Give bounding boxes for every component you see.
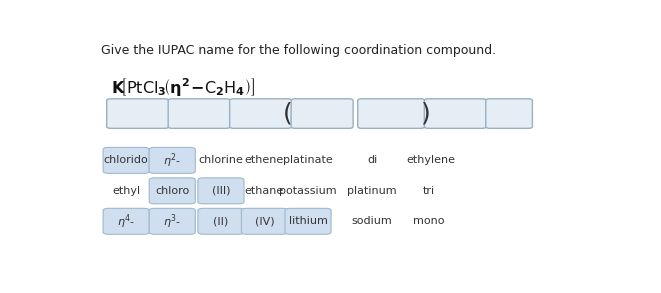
Text: $\mathbf{K\!\left[\mathrm{PtCl}_3\!\left(\eta^2\!-\!\mathrm{C}_2\mathrm{H}_4\rig: $\mathbf{K\!\left[\mathrm{PtCl}_3\!\left… <box>111 76 255 98</box>
Text: $\eta^4$-: $\eta^4$- <box>117 212 136 231</box>
Text: platinate: platinate <box>283 155 333 165</box>
Text: ethyl: ethyl <box>112 186 140 196</box>
FancyBboxPatch shape <box>424 99 486 128</box>
FancyBboxPatch shape <box>241 208 288 234</box>
Text: di: di <box>367 155 377 165</box>
Text: (: ( <box>283 101 293 125</box>
Text: (III): (III) <box>212 186 230 196</box>
Text: lithium: lithium <box>289 216 327 226</box>
Text: chloro: chloro <box>155 186 190 196</box>
Text: ethane: ethane <box>245 186 284 196</box>
Text: ): ) <box>420 101 430 125</box>
FancyBboxPatch shape <box>149 178 196 204</box>
FancyBboxPatch shape <box>103 147 149 173</box>
Text: chlorine: chlorine <box>198 155 243 165</box>
Text: ethylene: ethylene <box>407 155 455 165</box>
FancyBboxPatch shape <box>229 99 292 128</box>
FancyBboxPatch shape <box>291 99 353 128</box>
FancyBboxPatch shape <box>106 99 169 128</box>
FancyBboxPatch shape <box>168 99 230 128</box>
Text: Give the IUPAC name for the following coordination compound.: Give the IUPAC name for the following co… <box>100 44 496 57</box>
Text: (II): (II) <box>214 216 229 226</box>
Text: potassium: potassium <box>279 186 337 196</box>
Text: chlorido: chlorido <box>104 155 149 165</box>
FancyBboxPatch shape <box>149 208 196 234</box>
Text: ethene: ethene <box>245 155 284 165</box>
Text: $\eta^3$-: $\eta^3$- <box>163 212 181 231</box>
Text: sodium: sodium <box>352 216 393 226</box>
Text: mono: mono <box>412 216 444 226</box>
FancyBboxPatch shape <box>486 99 532 128</box>
Text: $\eta^2$-: $\eta^2$- <box>163 151 181 170</box>
FancyBboxPatch shape <box>285 208 331 234</box>
Text: (IV): (IV) <box>254 216 274 226</box>
Text: tri: tri <box>422 186 434 196</box>
FancyBboxPatch shape <box>358 99 425 128</box>
FancyBboxPatch shape <box>198 208 244 234</box>
FancyBboxPatch shape <box>198 178 244 204</box>
FancyBboxPatch shape <box>103 208 149 234</box>
FancyBboxPatch shape <box>149 147 196 173</box>
Text: platinum: platinum <box>347 186 397 196</box>
